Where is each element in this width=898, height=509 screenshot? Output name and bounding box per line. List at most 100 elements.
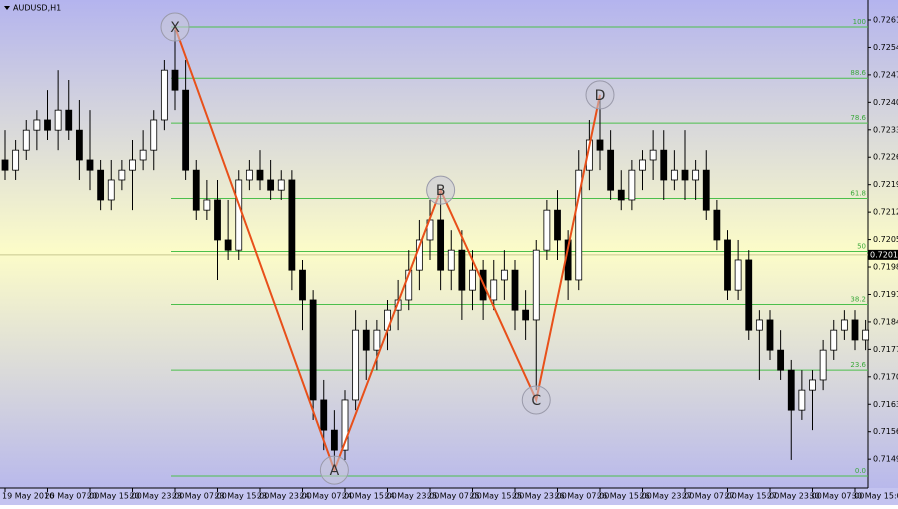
candle-body (107, 179, 115, 201)
candle-body (118, 169, 126, 181)
candle-body (54, 109, 62, 131)
candle-body (150, 119, 158, 151)
x-tick-label: 23 May 07:00 (172, 492, 227, 501)
y-tick-label: 0.71775 (873, 345, 898, 354)
y-tick-label: 0.71915 (873, 290, 898, 299)
x-tick-label: 24 May 23:00 (385, 492, 440, 501)
x-tick-label: 23 May 15:00 (215, 492, 270, 501)
candle-body (22, 129, 30, 151)
candle-body (139, 149, 147, 161)
candle-body (628, 169, 636, 201)
candle-body (607, 149, 615, 191)
pattern-point (319, 455, 349, 485)
candle-body (670, 169, 678, 181)
candle-body (44, 119, 51, 131)
candle-body (288, 179, 296, 271)
y-tick-label: 0.72195 (873, 180, 898, 189)
fib-label: 50 (857, 243, 866, 251)
candle-body (352, 329, 360, 401)
candle-body (214, 199, 221, 241)
x-tick-label: 20 May 23:00 (130, 492, 185, 501)
y-tick-label: 0.72545 (873, 43, 898, 52)
pattern-point (426, 175, 456, 205)
x-tick-label: 26 May 23:00 (640, 492, 695, 501)
candle-body (745, 259, 753, 331)
menu-icon[interactable] (4, 6, 10, 10)
y-tick-label: 0.71985 (873, 263, 898, 272)
candle-body (522, 309, 530, 321)
pattern-label: X (170, 20, 180, 36)
candle-body (224, 239, 232, 251)
candle-body (575, 169, 583, 281)
candle-body (160, 69, 168, 121)
x-tick-label: 23 May 23:00 (257, 492, 312, 501)
x-tick-label: 27 May 07:00 (682, 492, 737, 501)
y-tick-label: 0.72405 (873, 98, 898, 107)
candle-body (309, 299, 317, 401)
x-tick-label: 19 May 2016 (2, 492, 54, 501)
fib-label: 61.8 (850, 190, 866, 198)
pattern-label: B (436, 183, 446, 199)
fib-label: 78.6 (850, 114, 866, 122)
candle-body (405, 269, 413, 301)
x-tick-label: 30 May 15:00 (852, 492, 898, 501)
x-tick-label: 20 May 15:00 (87, 492, 142, 501)
candle-body (554, 209, 561, 241)
candle-body (86, 159, 94, 171)
candle-body (33, 119, 41, 131)
pattern-point (585, 80, 615, 110)
candle-body (500, 269, 508, 281)
candle-body (660, 149, 668, 181)
y-tick-label: 0.72335 (873, 125, 898, 134)
candle-body (596, 139, 604, 151)
candle-body (798, 389, 806, 411)
candle-body (585, 139, 593, 171)
candle-body (277, 179, 285, 191)
y-tick-label: 0.71495 (873, 455, 898, 464)
y-tick-label: 0.72055 (873, 235, 898, 244)
fib-label: 100 (853, 18, 866, 26)
candle-body (809, 379, 816, 391)
fib-label: 0.0 (855, 467, 866, 475)
candle-body (203, 199, 211, 211)
candle-body (734, 259, 742, 291)
pattern-label: C (531, 393, 541, 409)
candle-body (12, 149, 20, 171)
x-tick-label: 27 May 23:00 (767, 492, 822, 501)
candle-body (713, 209, 721, 241)
pattern-label: D (595, 88, 606, 104)
candle-body (490, 279, 498, 301)
x-tick-label: 25 May 07:00 (427, 492, 482, 501)
fib-label: 38.2 (850, 296, 866, 304)
candle-body (766, 319, 774, 351)
candle-body (692, 169, 700, 181)
x-tick-label: 25 May 23:00 (512, 492, 567, 501)
candle-body (777, 349, 785, 371)
candle-body (830, 329, 838, 351)
candle-body (532, 249, 540, 321)
candle-body (543, 209, 551, 251)
candle-body (447, 249, 455, 271)
y-tick-label: 0.72615 (873, 15, 898, 24)
y-tick-label: 0.72265 (873, 153, 898, 162)
candle-body (511, 269, 519, 311)
candle-body (192, 169, 200, 211)
candle-body (75, 129, 83, 161)
current-price-label: 0.72016 (870, 250, 898, 259)
chart-title: AUDUSD,H1 (13, 4, 61, 13)
pattern-point (521, 385, 551, 415)
candle-body (171, 69, 179, 91)
candle-body (437, 219, 445, 271)
candle-body (649, 149, 657, 161)
y-tick-label: 0.71845 (873, 317, 898, 326)
candle-body (373, 329, 381, 351)
x-tick-label: 25 May 15:00 (470, 492, 525, 501)
x-tick-label: 24 May 15:00 (342, 492, 397, 501)
candle-body (819, 349, 827, 381)
candle-body (702, 169, 710, 211)
candle-body (851, 319, 859, 341)
candle-body (65, 109, 73, 131)
y-tick-label: 0.72475 (873, 70, 898, 79)
y-tick-label: 0.71705 (873, 372, 898, 381)
